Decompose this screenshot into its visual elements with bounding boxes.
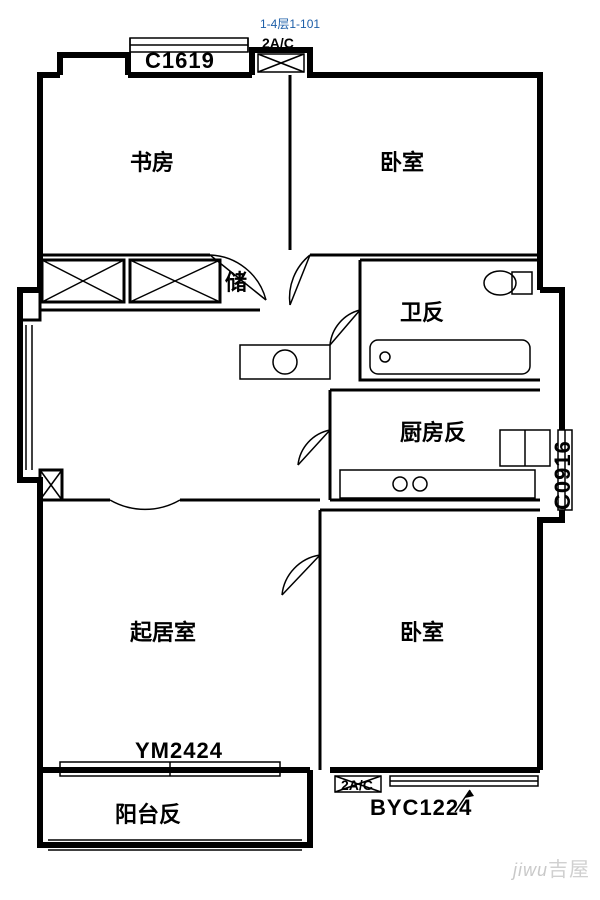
label-bathroom: 卫反 [400, 300, 444, 325]
code-c1619: C1619 [145, 48, 215, 73]
unit-code-label: 1-4层1-101 [260, 17, 320, 31]
floorplan-canvas: 1-4层1-101 [0, 0, 600, 900]
window-left [26, 325, 32, 470]
label-kitchen: 厨房反 [400, 420, 466, 445]
code-c0916: C0916 [550, 440, 575, 510]
sliding-door-living [60, 762, 280, 776]
label-bedroom-bottom: 卧室 [400, 620, 444, 645]
code-byc1224: BYC1224 [370, 795, 472, 820]
watermark-cn: 吉屋 [548, 859, 590, 881]
label-study: 书房 [130, 150, 174, 175]
label-bedroom-top: 卧室 [380, 150, 424, 175]
label-storage: 储 [225, 270, 247, 295]
window-byc [390, 776, 538, 786]
label-balcony: 阳台反 [115, 802, 181, 827]
code-ac-top: 2A/C [262, 35, 294, 51]
watermark-en: jiwu [513, 860, 548, 880]
label-living: 起居室 [129, 620, 196, 645]
code-ym2424: YM2424 [135, 738, 223, 763]
ac-unit-top [258, 54, 304, 72]
watermark: jiwu吉屋 [513, 853, 590, 882]
code-ac-bottom: 2A/C [341, 777, 373, 793]
